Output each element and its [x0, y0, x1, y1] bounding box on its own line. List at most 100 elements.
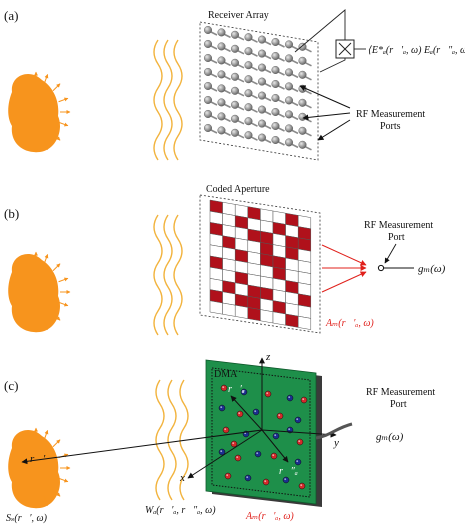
antenna-element	[217, 28, 226, 37]
antenna-stem	[278, 127, 285, 132]
antenna-element	[271, 52, 280, 61]
antenna-element	[298, 42, 307, 51]
y-axis-label: y	[333, 437, 339, 449]
antenna-stem	[278, 141, 285, 146]
antenna-stem	[210, 115, 218, 120]
antenna-stem	[278, 57, 285, 62]
antenna-stem	[291, 87, 299, 93]
antenna-element	[298, 98, 307, 107]
antenna-element	[271, 135, 280, 144]
emission-ray	[58, 301, 69, 307]
antenna-stem	[210, 59, 218, 64]
source-vector	[21, 429, 263, 465]
dma-element-highlight	[274, 434, 277, 437]
antenna-element	[258, 119, 267, 128]
emission-ray	[58, 277, 69, 283]
receiver-array-title: Receiver Array	[208, 10, 269, 21]
antenna-stem	[251, 66, 258, 71]
antenna-stem	[291, 45, 299, 51]
antenna-stem	[237, 78, 245, 83]
dma-element-idle	[218, 448, 226, 456]
antenna-element	[258, 105, 267, 114]
antenna-stem	[251, 94, 258, 99]
antenna-grid	[203, 26, 312, 151]
emission-ray	[52, 439, 61, 448]
correlation-expression: ⟨E*ₐ(r⃗′ₐ, ω) Eₐ(r⃗″ₐ, ω)⟩	[368, 45, 465, 56]
dma-element-active	[220, 384, 228, 392]
dma-element-highlight	[302, 398, 305, 401]
dma-element-highlight	[284, 478, 287, 481]
antenna-stem	[224, 47, 231, 53]
feed-line-1	[294, 9, 346, 53]
antenna-stem	[305, 76, 312, 81]
coded-aperture-title: Coded Aperture	[206, 184, 270, 195]
dma-element-highlight	[220, 406, 223, 409]
dma-element-highlight	[222, 386, 225, 389]
antenna-element	[230, 86, 239, 95]
antenna-stem	[305, 132, 312, 137]
dma-element-highlight	[238, 412, 241, 415]
antenna-stem	[251, 122, 258, 127]
x-axis-label: x	[179, 472, 185, 484]
mask-cell-on	[247, 307, 261, 322]
dma-element-active	[262, 478, 270, 486]
vector-a2-label: r⃗″ₐ	[279, 466, 298, 477]
x-axis	[187, 429, 263, 479]
dma-element-highlight	[288, 396, 291, 399]
wavefronts-b	[153, 214, 183, 336]
mask-cell-off	[222, 302, 236, 317]
emission-ray	[52, 263, 61, 272]
antenna-element	[271, 121, 280, 130]
dma-element-highlight	[296, 418, 299, 421]
panel-b: (b) Coded Aperture RF Measurement Port g…	[4, 184, 446, 336]
panel-a-label: (a)	[4, 8, 18, 23]
antenna-stem	[291, 59, 299, 65]
mask-cell-off	[260, 309, 274, 324]
coded-aperture-mask	[209, 199, 312, 330]
z-axis-label: z	[265, 351, 271, 363]
antenna-stem	[210, 73, 218, 78]
emission-ray	[43, 496, 49, 506]
emission-ray	[52, 132, 61, 141]
vector-a1	[230, 395, 263, 431]
antenna-element	[258, 49, 267, 58]
antenna-element	[244, 117, 253, 126]
port-pointer-b	[384, 243, 397, 264]
emission-ray	[43, 430, 49, 440]
antenna-element	[258, 77, 267, 86]
receiver-array-frame	[199, 21, 319, 161]
antenna-element	[271, 38, 280, 47]
mask-cell-off	[297, 315, 312, 330]
mask-cell-on	[285, 313, 299, 328]
dma-title: DMA	[214, 369, 238, 380]
source-vector-label: r⃗′	[30, 453, 46, 465]
feed-line-2	[319, 58, 346, 73]
antenna-element	[244, 131, 253, 140]
antenna-element	[230, 114, 239, 123]
dma-element-highlight	[298, 440, 301, 443]
dma-element-idle	[252, 408, 260, 416]
dma-element-active	[276, 412, 284, 420]
antenna-element	[285, 124, 294, 133]
wavefronts-c	[155, 379, 189, 501]
antenna-stem	[291, 115, 299, 121]
antenna-stem	[210, 31, 218, 36]
dma-element-idle	[286, 394, 294, 402]
antenna-stem	[305, 48, 312, 53]
antenna-element	[244, 61, 253, 70]
dma-element-highlight	[300, 484, 303, 487]
dma-element-idle	[282, 476, 290, 484]
emission-ray	[52, 83, 61, 92]
antenna-stem	[291, 143, 299, 149]
dma-element-active	[270, 452, 278, 460]
dma-element-active	[230, 440, 238, 448]
dma-element-idle	[294, 458, 302, 466]
port-label-b-line1: RF Measurement	[364, 220, 433, 231]
antenna-element	[230, 30, 239, 39]
dma-element-highlight	[236, 456, 239, 459]
antenna-stem	[251, 80, 258, 85]
antenna-stem	[251, 108, 258, 113]
mask-cell-off	[272, 311, 286, 326]
antenna-element	[217, 84, 226, 93]
weight-expression: Wₐ(r⃗′ₐ, r⃗″ₐ, ω)	[145, 505, 216, 516]
